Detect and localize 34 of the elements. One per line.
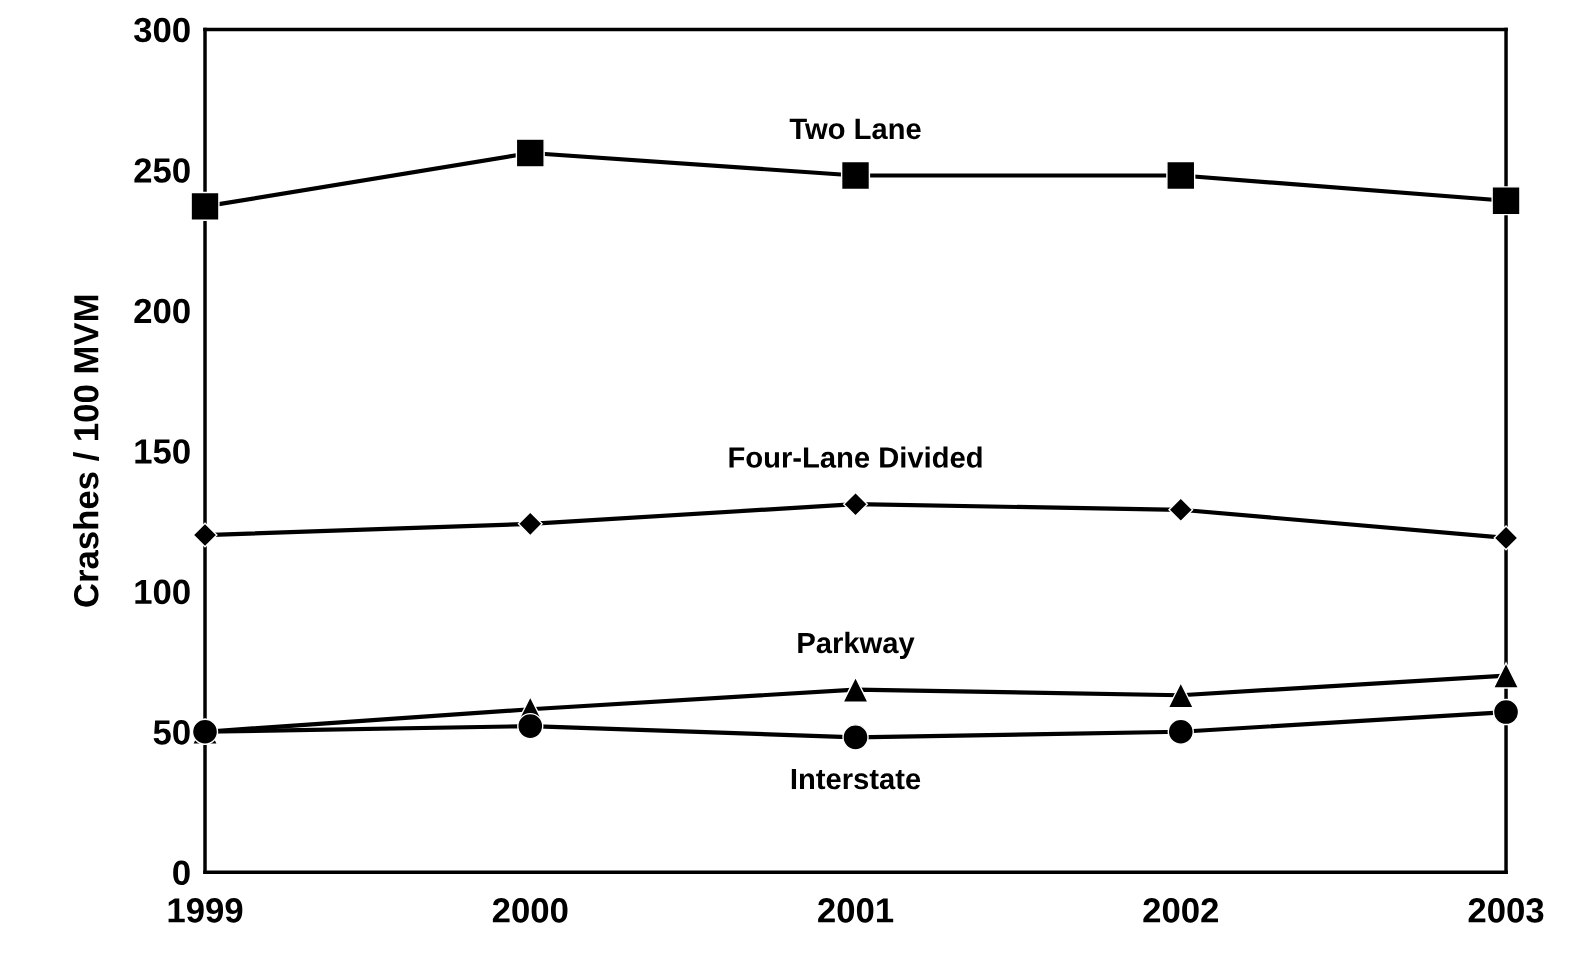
y-tick-label: 300 bbox=[133, 17, 190, 43]
x-tick-label: 2002 bbox=[1143, 898, 1219, 923]
y-tick-label: 200 bbox=[134, 298, 190, 324]
point bbox=[1492, 662, 1520, 689]
point bbox=[190, 191, 220, 221]
point bbox=[1491, 186, 1521, 216]
point bbox=[840, 160, 871, 191]
point bbox=[1166, 160, 1196, 191]
point bbox=[515, 138, 545, 168]
y-tick-label: 150 bbox=[135, 439, 190, 464]
y-tick-label: 0 bbox=[173, 860, 190, 886]
point bbox=[843, 491, 869, 517]
point bbox=[1493, 525, 1519, 551]
point bbox=[1168, 497, 1194, 523]
y-tick-label: 50 bbox=[153, 720, 190, 745]
series-label: Four-Lane Divided bbox=[729, 446, 982, 468]
point bbox=[517, 511, 543, 537]
y-tick-label: 100 bbox=[135, 579, 190, 605]
point bbox=[517, 712, 544, 740]
x-tick-label: 2003 bbox=[1468, 898, 1544, 923]
point bbox=[1167, 682, 1194, 709]
series-label: Two Lane bbox=[789, 118, 921, 140]
y-axis-title: Crashes / 100 MVM bbox=[73, 295, 99, 607]
point bbox=[192, 522, 218, 548]
point bbox=[842, 676, 869, 703]
point bbox=[842, 724, 869, 751]
x-tick-label: 2000 bbox=[492, 898, 568, 923]
x-tick-label: 1999 bbox=[168, 898, 243, 923]
series-label: Interstate bbox=[791, 768, 921, 790]
x-tick-label: 2001 bbox=[818, 898, 894, 923]
point bbox=[1492, 698, 1520, 726]
point bbox=[1167, 718, 1194, 745]
y-tick-label: 250 bbox=[134, 158, 190, 183]
series-label: Parkway bbox=[798, 631, 915, 660]
